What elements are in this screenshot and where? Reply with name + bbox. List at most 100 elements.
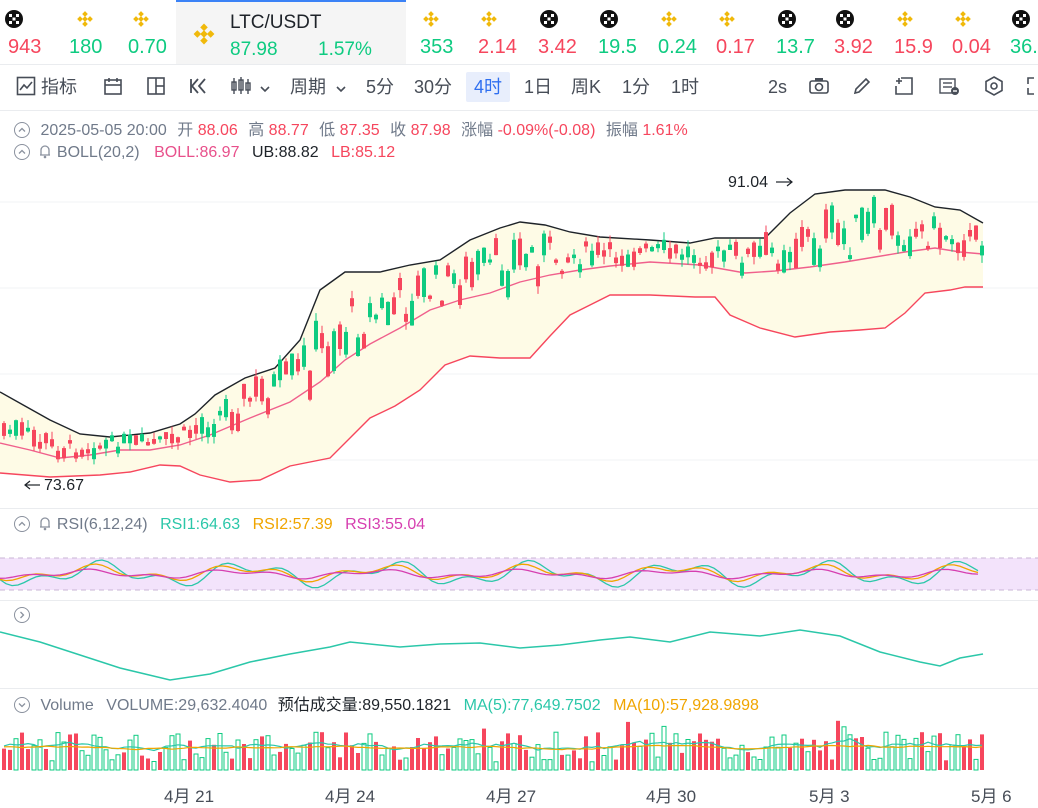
volume-bar [199, 757, 205, 771]
x-axis-label: 4月 21 [164, 787, 215, 806]
chevron-down-icon[interactable] [335, 79, 357, 101]
volume-bar [439, 754, 445, 771]
chevron-down-icon[interactable] [259, 79, 281, 101]
volume-bar [949, 744, 955, 771]
candle-body [272, 374, 276, 387]
volume-bar [146, 758, 150, 770]
x-axis-label: 4月 30 [646, 787, 697, 806]
active-ticker[interactable]: LTC/USDT 87.98 1.57% [176, 0, 406, 64]
candle-body [734, 241, 738, 256]
volume-bar [763, 746, 769, 771]
okx-icon [836, 10, 854, 28]
volume-bar [547, 759, 553, 771]
binance-icon [132, 10, 150, 28]
rewind-icon[interactable] [189, 76, 211, 98]
bell-icon[interactable] [38, 516, 52, 533]
candle-body [650, 247, 654, 252]
candle-body [800, 227, 804, 247]
secondary-pane-toggle[interactable] [14, 607, 30, 625]
interval-1d[interactable]: 1日 [524, 77, 553, 97]
volume-bar [847, 734, 853, 771]
candle-body [848, 255, 852, 260]
volume-bar [230, 758, 234, 770]
volume-bar [169, 735, 175, 771]
volume-bar [235, 739, 241, 771]
volume-bar [79, 750, 85, 771]
refresh-interval[interactable]: 2s [768, 77, 788, 97]
x-axis-label: 4月 27 [486, 787, 537, 806]
volume-bar [877, 757, 883, 771]
calendar-icon[interactable] [103, 76, 125, 98]
volume-bar [824, 741, 828, 770]
secondary-indicator-chart[interactable] [0, 612, 1038, 682]
volume-bar [284, 743, 288, 770]
chevron-up-icon[interactable] [14, 122, 30, 138]
settings-icon[interactable] [984, 76, 1006, 98]
chevron-right-icon[interactable] [14, 607, 30, 623]
ticker-change: 0.24 [658, 36, 697, 58]
volume-bar [704, 739, 708, 770]
volume-bar [805, 751, 811, 771]
volume-bar [31, 745, 37, 771]
volume-bar [140, 755, 144, 770]
rsi-chart[interactable] [0, 549, 1038, 599]
candle-type-icon[interactable] [230, 76, 252, 98]
hide-icon[interactable] [938, 76, 960, 98]
secondary-indicator-line [0, 629, 984, 681]
volume-bar [889, 746, 895, 771]
interval-5m[interactable]: 5分 [366, 77, 395, 97]
candle-body [32, 429, 36, 447]
camera-icon[interactable] [808, 76, 830, 98]
boll-mid-line [0, 247, 984, 459]
candle-body [26, 427, 30, 432]
volume-bar [428, 742, 432, 770]
interval-4h[interactable]: 4时 [466, 72, 511, 102]
indicators-button[interactable]: 指标 [41, 77, 77, 97]
volume-bar [49, 760, 55, 771]
volume-bar [601, 755, 607, 771]
candle-body [260, 378, 264, 402]
chart-toolbar: 指标 周期 5分 30分 4时 1日 周K 1分 1时 2s [0, 64, 1038, 111]
ticker-change: 943 [8, 36, 42, 58]
chevron-up-icon[interactable] [14, 516, 30, 532]
volume-chart[interactable] [0, 714, 1038, 774]
add-window-icon[interactable] [894, 76, 916, 98]
okx-icon [540, 10, 558, 28]
volume-value: VOLUME:29,632.4040 [106, 697, 268, 714]
volume-bar [751, 756, 757, 771]
volume-bar [463, 740, 469, 771]
interval-1h[interactable]: 1时 [671, 77, 700, 97]
candlestick-chart[interactable]: 91.04 73.67 [0, 110, 1038, 505]
candle-body [224, 399, 228, 418]
pencil-icon[interactable] [852, 76, 874, 98]
candle-body [188, 429, 192, 438]
volume-bar [487, 746, 493, 771]
amplitude-label: 振幅 [605, 122, 638, 139]
interval-weekly[interactable]: 周K [571, 77, 602, 97]
okx-icon [1012, 10, 1030, 28]
candle-body [164, 432, 168, 439]
fullscreen-icon[interactable] [1026, 76, 1038, 98]
volume-bar [122, 752, 126, 770]
volume-bar [223, 751, 229, 771]
interval-30m[interactable]: 30分 [414, 77, 453, 97]
chevron-down-icon[interactable] [14, 697, 30, 713]
candle-body [764, 232, 768, 255]
period-dropdown[interactable]: 周期 [290, 77, 326, 97]
bell-icon[interactable] [38, 144, 52, 161]
interval-1m[interactable]: 1分 [622, 77, 651, 97]
layout-icon[interactable] [146, 76, 168, 98]
indicator-icon[interactable] [16, 76, 38, 98]
candle-body [464, 256, 468, 280]
volume-bar [20, 732, 24, 770]
volume-bar [13, 738, 19, 771]
boll-upper: UB:88.82 [251, 144, 319, 161]
candle-body [446, 265, 450, 277]
volume-bar [518, 735, 522, 770]
candle-body [722, 250, 726, 262]
chevron-up-icon[interactable] [14, 144, 30, 160]
volume-bar [913, 737, 919, 771]
volume-bar [746, 752, 750, 770]
candle-body [44, 433, 48, 444]
candle-body [782, 250, 786, 273]
